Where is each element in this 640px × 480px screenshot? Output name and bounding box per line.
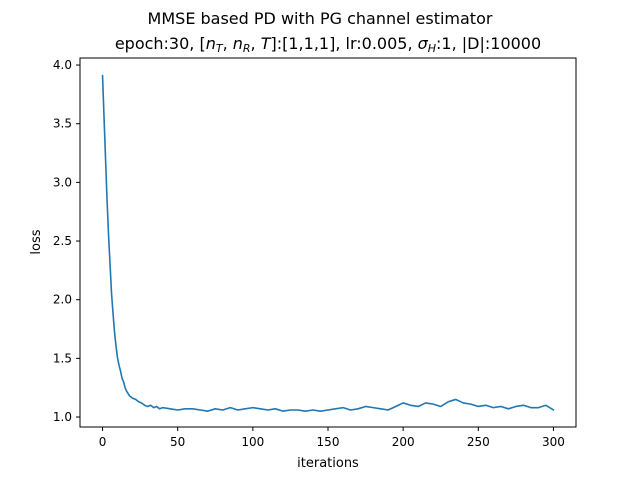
y-tick-label: 1.0 [53, 410, 72, 424]
y-tick-label: 3.0 [53, 175, 72, 189]
subtitle-t: T [261, 34, 272, 53]
x-axis-label: iterations [297, 456, 359, 471]
chart-subtitle: epoch:30, [nT, nR, T]:[1,1,1], lr:0.005,… [115, 34, 541, 55]
y-tick-label: 4.0 [53, 58, 72, 72]
x-tick-label: 150 [317, 435, 340, 449]
y-axis: 1.0 1.5 2.0 2.5 3.0 3.5 4.0 [53, 58, 80, 424]
chart-title: MMSE based PD with PG channel estimator [148, 9, 493, 28]
plot-area [101, 74, 555, 412]
subtitle-suffix: :1, |D|:10000 [436, 34, 541, 53]
x-tick-label: 300 [542, 435, 565, 449]
x-axis: 0 50 100 150 200 250 300 [99, 427, 565, 449]
subtitle-comma2: , [251, 34, 261, 53]
y-tick-label: 2.0 [53, 293, 72, 307]
x-tick-label: 50 [170, 435, 185, 449]
subtitle-nr: n [233, 34, 243, 53]
y-tick-label: 2.5 [53, 234, 72, 248]
subtitle-nt: n [206, 34, 216, 53]
subtitle-sigma-sub: H [428, 42, 436, 55]
x-tick-label: 100 [241, 435, 264, 449]
subtitle-sigma: σ [418, 34, 429, 53]
y-axis-label: loss [29, 229, 44, 254]
subtitle-prefix: epoch:30, [ [115, 34, 206, 53]
axes-frame [79, 57, 577, 428]
x-tick-label: 200 [392, 435, 415, 449]
y-tick-label: 3.5 [53, 117, 72, 131]
x-tick-label: 0 [99, 435, 107, 449]
subtitle-nt-sub: T [216, 42, 224, 55]
loss-series-line [101, 74, 555, 412]
subtitle-comma1: , [223, 34, 233, 53]
subtitle-mid: ]:[1,1,1], lr:0.005, [271, 34, 418, 53]
x-tick-label: 250 [467, 435, 490, 449]
subtitle-nr-sub: R [243, 42, 251, 55]
y-tick-label: 1.5 [53, 351, 72, 365]
